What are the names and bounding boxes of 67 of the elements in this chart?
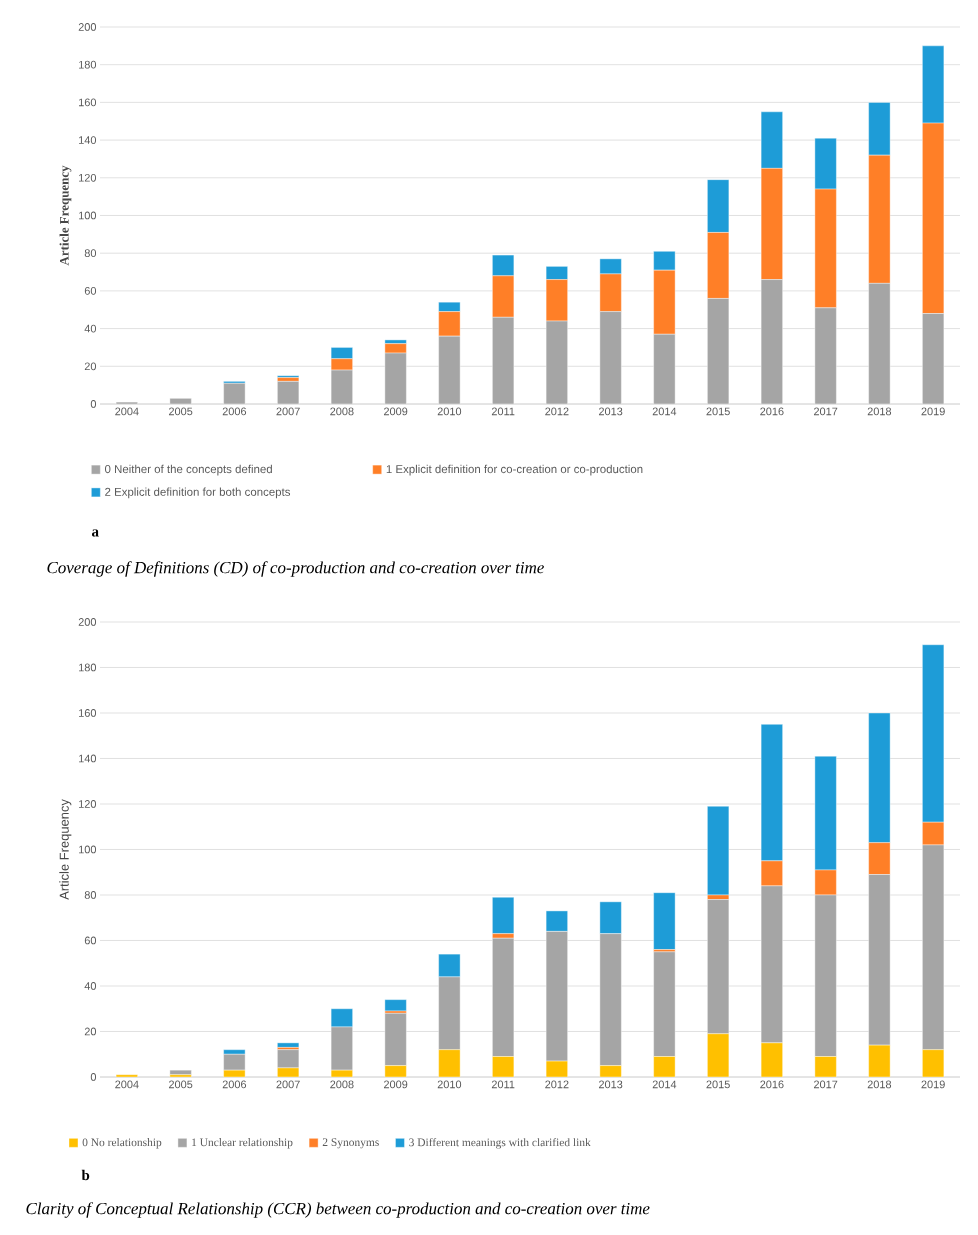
x-tick-label: 2016 — [760, 407, 784, 416]
y-tick-label: 100 — [79, 211, 97, 220]
x-tick-label: 2019 — [921, 1080, 945, 1089]
x-tick-label: 2015 — [706, 1080, 730, 1089]
legend-label: 2 Synonyms — [322, 1138, 379, 1149]
legend-label: 1 Explicit definition for co-creation or co-production — [386, 464, 643, 476]
y-axis-title: Article Frequency — [59, 165, 72, 266]
y-tick-label: 100 — [79, 845, 97, 854]
x-tick-label: 2008 — [330, 407, 354, 416]
y-axis-title: Article Frequency — [59, 799, 72, 900]
x-tick-label: 2013 — [598, 1080, 623, 1089]
y-tick-label: 180 — [79, 663, 97, 672]
legend-label: 3 Different meanings with clarified link — [409, 1138, 591, 1149]
text: a — [92, 529, 99, 537]
x-tick-label: 2005 — [168, 1080, 193, 1089]
x-tick-label: 2019 — [921, 407, 945, 416]
x-tick-label: 2009 — [383, 1080, 408, 1089]
legend-label: 0 Neither of the concepts defined — [104, 464, 272, 476]
y-tick-label: 20 — [84, 362, 97, 371]
y-tick-label: 60 — [84, 936, 97, 945]
y-tick-label: 180 — [79, 60, 97, 69]
y-tick-label: 120 — [79, 173, 97, 182]
y-tick-label: 160 — [79, 98, 97, 107]
y-tick-label: 0 — [90, 400, 97, 408]
x-tick-label: 2010 — [437, 407, 462, 416]
x-tick-label: 2011 — [491, 407, 515, 416]
text: Coverage of Definitions (CD) of co-production and co-creation over time — [47, 561, 544, 577]
text: b — [81, 1169, 90, 1181]
x-tick-label: 2004 — [115, 407, 139, 416]
y-tick-label: 20 — [84, 1027, 97, 1036]
x-tick-label: 2012 — [545, 1080, 569, 1089]
x-tick-label: 2011 — [491, 1080, 515, 1089]
text: Clarity of Conceptual Relationship (CCR) between co-production and co-creation over time — [26, 1202, 650, 1218]
x-tick-label: 2006 — [222, 407, 247, 416]
y-tick-label: 40 — [84, 982, 97, 990]
x-tick-label: 2017 — [813, 1080, 838, 1089]
y-tick-label: 80 — [84, 891, 97, 899]
x-tick-label: 2014 — [652, 1080, 677, 1089]
x-tick-label: 2018 — [867, 407, 892, 416]
x-tick-label: 2006 — [222, 1080, 247, 1089]
legend-label: 0 No relationship — [82, 1138, 162, 1149]
y-tick-label: 160 — [79, 709, 97, 717]
y-tick-label: 140 — [79, 136, 97, 144]
y-tick-label: 80 — [84, 249, 97, 258]
x-tick-label: 2007 — [276, 407, 300, 416]
x-tick-label: 2008 — [330, 1080, 354, 1089]
legend-label: 2 Explicit definition for both concepts — [105, 487, 291, 499]
x-tick-label: 2005 — [168, 407, 193, 416]
y-tick-label: 200 — [78, 23, 97, 31]
x-tick-label: 2010 — [437, 1080, 462, 1089]
y-tick-label: 0 — [90, 1073, 97, 1081]
x-tick-label: 2009 — [383, 407, 408, 416]
x-tick-label: 2004 — [115, 1080, 139, 1089]
y-tick-label: 40 — [84, 324, 97, 333]
legend-label: 1 Unclear relationship — [192, 1138, 293, 1149]
x-tick-label: 2007 — [276, 1080, 300, 1089]
x-tick-label: 2017 — [813, 407, 838, 416]
y-tick-label: 60 — [84, 287, 97, 295]
x-tick-label: 2013 — [598, 407, 623, 416]
x-tick-label: 2014 — [652, 407, 677, 416]
y-tick-label: 200 — [78, 618, 97, 626]
x-tick-label: 2015 — [706, 407, 730, 416]
x-tick-label: 2012 — [545, 407, 569, 416]
y-tick-label: 120 — [79, 800, 97, 808]
x-tick-label: 2016 — [760, 1080, 784, 1089]
y-tick-label: 140 — [79, 754, 97, 763]
x-tick-label: 2018 — [867, 1080, 892, 1089]
